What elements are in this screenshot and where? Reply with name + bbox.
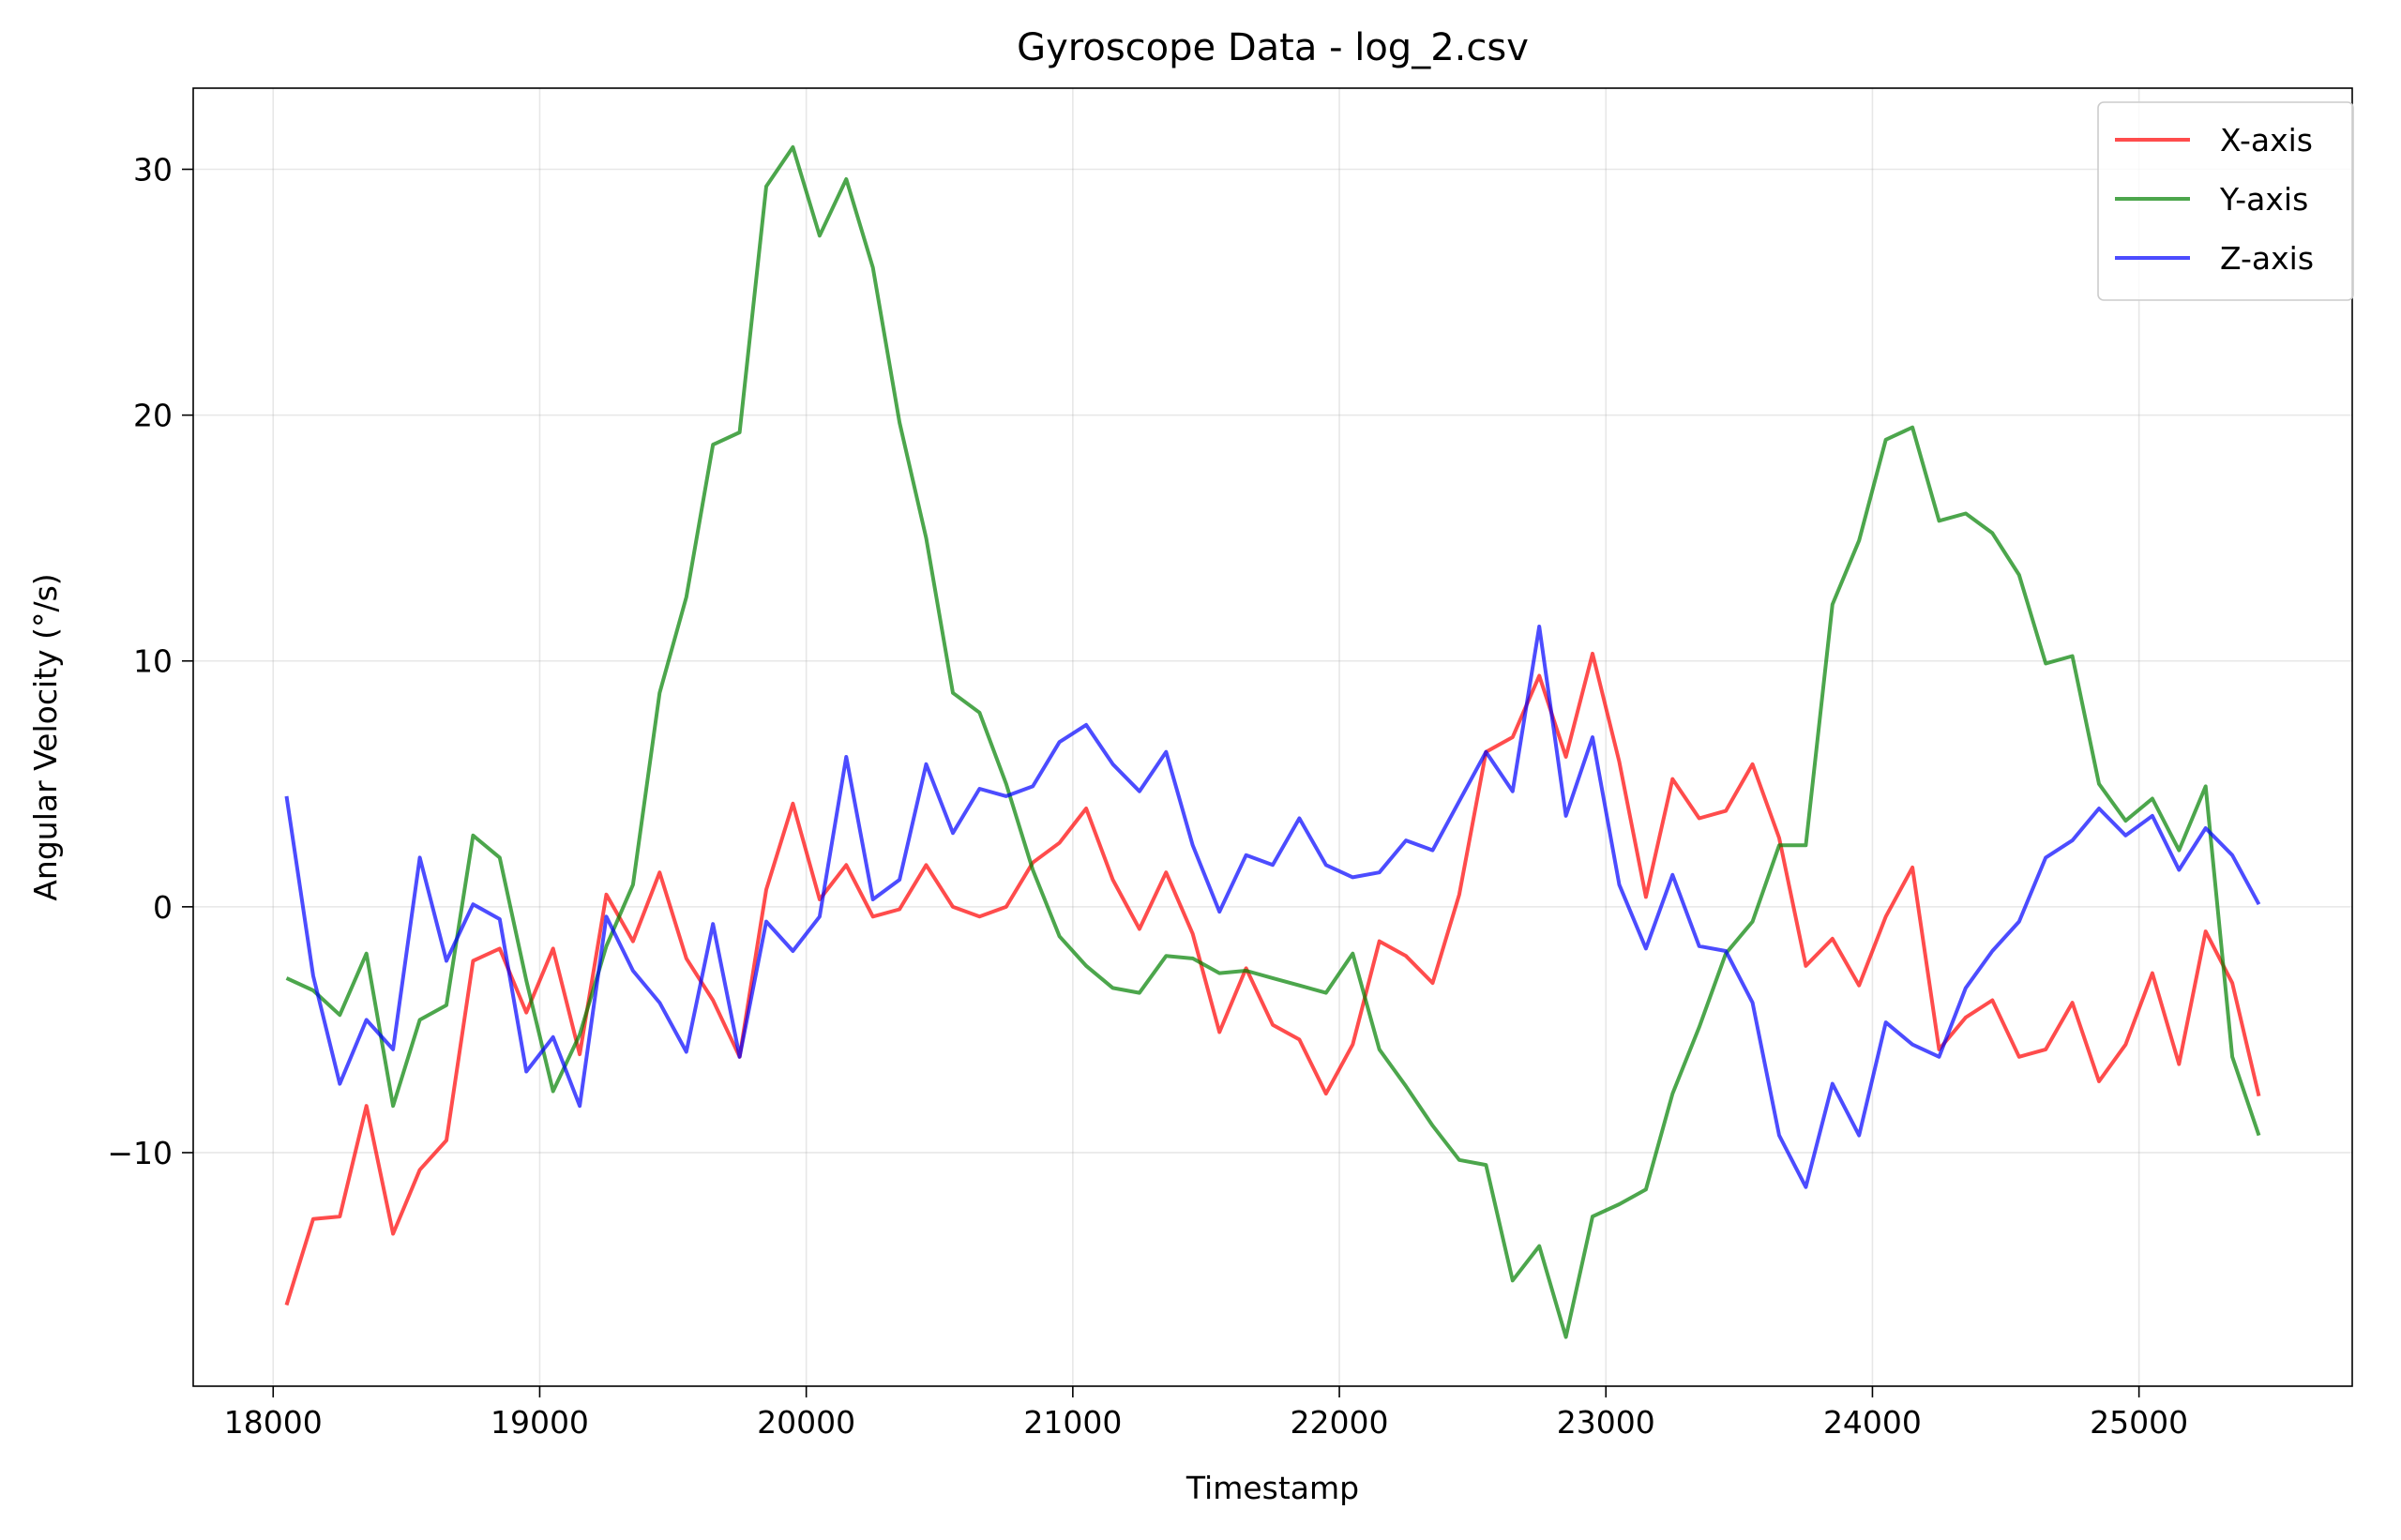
y-axis-label: Angular Velocity (°/s) — [27, 573, 64, 900]
y-tick-label: 20 — [133, 398, 173, 434]
x-tick-label: 22000 — [1291, 1404, 1389, 1441]
x-tick-label: 25000 — [2090, 1404, 2188, 1441]
legend-label-x-axis: X-axis — [2220, 122, 2313, 159]
chart-title: Gyroscope Data - log_2.csv — [1017, 26, 1529, 69]
legend-box — [2097, 101, 2354, 301]
series-line-z-axis — [284, 625, 2261, 1189]
x-tick-label: 19000 — [491, 1404, 589, 1441]
x-axis-label: Timestamp — [1185, 1470, 1359, 1506]
x-tick-label: 21000 — [1023, 1404, 1122, 1441]
y-tick-label: 30 — [133, 152, 173, 189]
x-tick-label: 24000 — [1823, 1404, 1922, 1441]
x-tick-label: 18000 — [224, 1404, 323, 1441]
grid-lines — [193, 88, 2352, 1386]
x-tick-label: 23000 — [1557, 1404, 1655, 1441]
legend-label-z-axis: Z-axis — [2220, 240, 2314, 277]
series-line-y-axis — [285, 144, 2261, 1339]
plot-frame — [192, 87, 2353, 1387]
series-lines — [284, 144, 2261, 1339]
legend: X-axis Y-axis Z-axis — [2097, 101, 2354, 301]
x-tick-label: 20000 — [757, 1404, 855, 1441]
axis-ticks: 18000 19000 20000 21000 22000 23000 24000 25000… — [107, 152, 2188, 1442]
y-tick-label: 10 — [133, 643, 173, 680]
y-tick-label: 0 — [153, 889, 173, 926]
y-tick-label: −10 — [107, 1135, 173, 1171]
series-line-x-axis — [284, 651, 2261, 1306]
legend-label-y-axis: Y-axis — [2219, 181, 2308, 218]
